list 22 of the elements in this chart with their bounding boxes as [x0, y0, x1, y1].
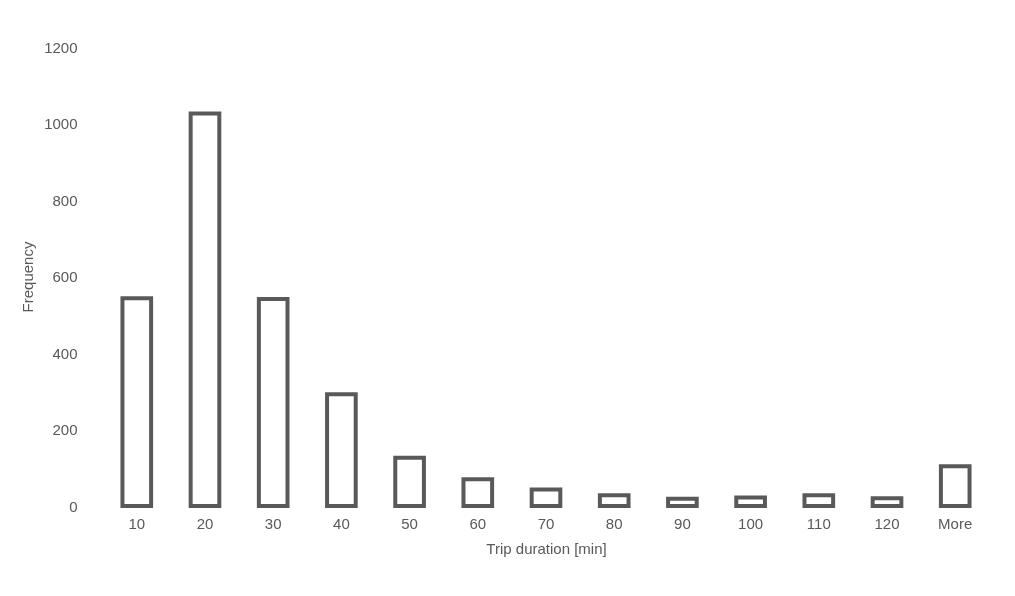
- x-tick-label: 20: [196, 514, 214, 532]
- x-tick-label: 120: [874, 514, 900, 532]
- x-tick-label: 40: [333, 514, 350, 532]
- x-tick-label: 80: [605, 514, 623, 532]
- y-tick-label: 800: [52, 191, 78, 209]
- x-tick-label: 30: [264, 514, 282, 532]
- y-axis-title: Frequency: [19, 241, 37, 313]
- x-tick-label: More: [938, 514, 973, 532]
- y-tick-label: 1000: [44, 115, 78, 132]
- x-tick-label: 70: [537, 514, 555, 532]
- x-tick-label: 10: [128, 514, 146, 532]
- y-tick-label: 0: [69, 497, 78, 515]
- y-tick-label: 400: [52, 344, 78, 362]
- x-tick-label: 60: [469, 514, 487, 532]
- x-tick-label: 110: [806, 514, 831, 532]
- x-tick-label: 50: [401, 514, 418, 532]
- y-tick-label: 200: [52, 421, 78, 438]
- y-tick-label: 1200: [44, 38, 78, 56]
- x-axis-title: Trip duration [min]: [486, 539, 607, 557]
- y-tick-label: 600: [52, 268, 78, 285]
- x-tick-label: 90: [674, 514, 691, 532]
- x-tick-label: 100: [738, 514, 764, 532]
